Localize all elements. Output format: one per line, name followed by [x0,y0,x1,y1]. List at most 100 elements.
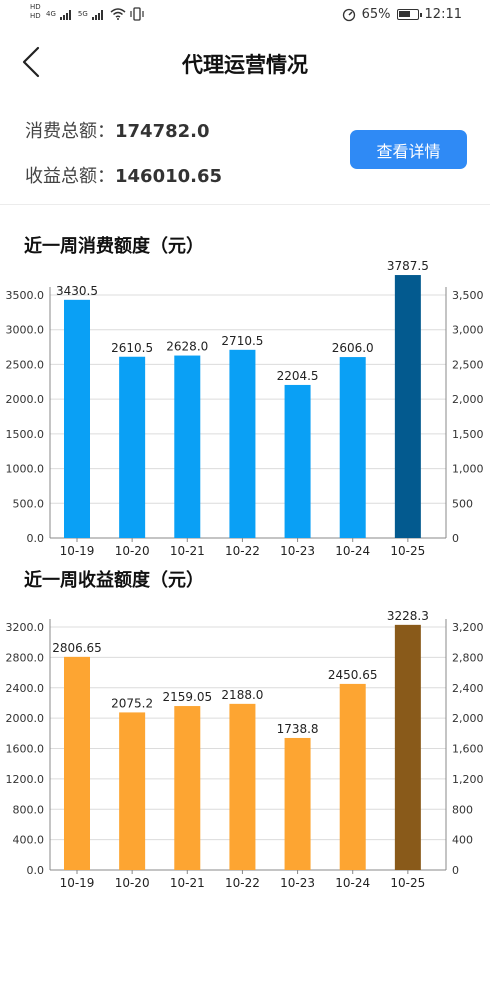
income-chart-bar[interactable] [229,703,256,870]
consume-chart-value-label: 2628.0 [166,340,208,354]
consume-chart-value-label: 2610.5 [111,341,153,355]
hd-label-1: HD [30,3,41,11]
income-chart-left-tick-label: 2800.0 [6,651,45,664]
income-chart-value-label: 2806.65 [52,641,102,655]
consume-chart-bar[interactable] [64,299,90,538]
consume-chart-right-tick-label: 3,000 [452,324,484,337]
consume-chart-right-tick-label: 3,500 [452,289,484,302]
consume-chart-right-tick-label: 2,000 [452,393,484,406]
income-chart-bar[interactable] [64,656,90,870]
consume-chart-value-label: 2710.5 [221,334,263,348]
income-chart-right-tick-label: 3,200 [452,621,484,634]
consume-chart-category-label: 10-25 [390,544,425,558]
income-chart-title: 近一周收益额度（元） [24,570,204,591]
consume-chart-bar[interactable] [394,275,421,538]
hd-label-2: HD [30,12,41,20]
consume-chart-category-label: 10-20 [115,544,150,558]
network-4g-label: 4G [46,9,56,18]
income-chart-category-label: 10-20 [115,876,150,890]
consume-chart-bar[interactable] [174,355,201,538]
consume-chart-bar[interactable] [229,349,256,538]
income-chart-left-tick-label: 2000.0 [6,712,45,725]
income-chart-bar[interactable] [174,706,201,870]
income-chart-value-label: 2159.05 [162,690,212,704]
status-right-group: 65% 12:11 [342,7,462,22]
consume-chart-value-label: 2204.5 [277,369,319,383]
income-chart-value-label: 2075.2 [111,696,153,710]
income-chart-value-label: 1738.8 [277,722,319,736]
income-chart-right-tick-label: 2,000 [452,712,484,725]
income-chart-category-label: 10-22 [225,876,260,890]
consume-total-row: 消费总额：174782.0 [25,117,210,143]
income-chart-left-tick-label: 2400.0 [6,682,45,695]
income-chart-bar[interactable] [394,624,421,870]
income-chart-category-label: 10-19 [60,876,95,890]
income-chart-left-tick-label: 400.0 [13,834,45,847]
income-bar-chart: 0.0 0 400.0 400 800.0 800 1200.0 1,200 1600.0 1,6… [6,609,484,890]
network-5g-label: 5G [77,9,88,18]
battery-percent: 65% [361,7,391,22]
consume-total-value: 174782.0 [115,121,210,142]
consume-chart-left-tick-label: 3500.0 [6,289,45,302]
consume-chart-category-label: 10-22 [225,544,260,558]
consume-chart-title: 近一周消费额度（元） [24,236,204,257]
page-title: 代理运营情况 [182,53,308,77]
income-chart-left-tick-label: 1200.0 [6,773,45,786]
consume-chart-category-label: 10-24 [335,544,370,558]
income-total-label: 收益总额： [25,166,115,187]
consume-chart-right-tick-label: 1,500 [452,428,484,441]
income-chart-right-tick-label: 2,400 [452,682,484,695]
battery-level [398,11,410,17]
network-indicators: HD HD [30,3,41,21]
consume-total-label: 消费总额： [25,121,115,142]
consume-chart-bar[interactable] [284,384,311,538]
income-chart-right-tick-label: 0 [452,864,459,877]
income-chart-right-tick-label: 1,200 [452,773,484,786]
speed-gauge-icon [342,8,355,21]
consume-chart-value-label: 2606.0 [332,341,374,355]
consume-chart-value-label: 3787.5 [387,259,429,273]
consume-chart-right-tick-label: 1,000 [452,463,484,476]
income-chart-right-tick-label: 400 [452,834,473,847]
income-chart-right-tick-label: 800 [452,803,473,816]
signal-strength-icon-2 [91,10,103,20]
battery-icon [396,9,422,20]
consume-chart-right-tick-label: 0 [452,532,459,545]
consume-chart-left-tick-label: 1500.0 [6,428,45,441]
consume-chart-left-tick-label: 1000.0 [6,463,45,476]
consume-chart-category-label: 10-19 [60,544,95,558]
clock-time: 12:11 [424,7,462,22]
income-chart-value-label: 3228.3 [387,609,429,623]
income-chart-category-label: 10-25 [390,876,425,890]
income-chart-value-label: 2188.0 [221,688,263,702]
back-button[interactable] [14,42,54,82]
consume-chart-bar[interactable] [339,357,366,538]
signal-strength-icon [59,10,71,20]
income-chart-bar[interactable] [284,737,311,870]
consume-chart-right-tick-label: 2,500 [452,358,484,371]
income-chart-category-label: 10-23 [280,876,315,890]
nav-bar: 代理运营情况 [0,32,490,92]
view-details-button[interactable]: 查看详情 [350,130,467,169]
consume-chart-left-tick-label: 0.0 [27,532,45,545]
income-chart-bar[interactable] [119,712,146,870]
income-chart-left-tick-label: 800.0 [13,803,45,816]
income-chart-left-tick-label: 1600.0 [6,743,45,756]
consume-chart-left-tick-label: 2000.0 [6,393,45,406]
chevron-left-icon [22,46,40,78]
signal-group: 4G 5G [46,7,144,21]
vibrate-icon [130,7,144,21]
consume-chart-left-tick-label: 3000.0 [6,324,45,337]
income-chart-bar[interactable] [339,683,366,870]
consume-bar-chart: 0.0 0 500.0 500 1000.0 1,000 1500.0 1,500 2000.0… [6,259,484,558]
consume-chart-value-label: 3430.5 [56,284,98,298]
income-chart-right-tick-label: 2,800 [452,651,484,664]
consume-chart-category-label: 10-23 [280,544,315,558]
consume-chart-left-tick-label: 500.0 [13,497,45,510]
income-total-row: 收益总额：146010.65 [25,162,222,188]
consume-chart-bar[interactable] [119,356,146,538]
income-chart-category-label: 10-24 [335,876,370,890]
income-chart-right-tick-label: 1,600 [452,743,484,756]
income-chart-value-label: 2450.65 [328,668,378,682]
status-bar: HD HD 4G 5G 65% 12:11 [0,0,490,32]
